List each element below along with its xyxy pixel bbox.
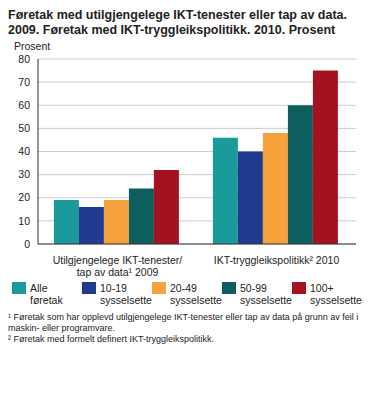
html-text:50-99 sysselsette: 50-99 sysselsette <box>240 282 292 306</box>
svg-text:IKT-tryggleikspolitikk² 2010: IKT-tryggleikspolitikk² 2010 <box>214 254 340 266</box>
html-text:Alle føretak: Alle føretak <box>30 282 63 306</box>
svg-text:70: 70 <box>18 76 30 88</box>
svg-text:30: 30 <box>18 168 30 180</box>
html-text:100+ sysselsette: 100+ sysselsette <box>310 282 362 306</box>
svg-text:10: 10 <box>18 215 30 227</box>
html-text:10-19 sysselsette: 10-19 sysselsette <box>100 282 152 306</box>
html-text:Føretak med utilgjengelege IKT: Føretak med utilgjengelege IKT-tenester … <box>8 8 347 37</box>
html-text:20-49 sysselsette: 20-49 sysselsette <box>170 282 222 306</box>
svg-text:Utilgjengelege IKT-tenester/ta: Utilgjengelege IKT-tenester/tap av data¹… <box>53 254 183 278</box>
svg-text:0: 0 <box>24 238 30 250</box>
svg-text:50: 50 <box>18 122 30 134</box>
svg-text:20: 20 <box>18 191 30 203</box>
html-text:Prosent: Prosent <box>14 40 51 52</box>
svg-text:40: 40 <box>18 145 30 157</box>
html-text:² Føretak med formelt definert: ² Føretak med formelt definert IKT-trygg… <box>8 334 215 344</box>
svg-text:80: 80 <box>18 53 30 65</box>
svg-text:60: 60 <box>18 99 30 111</box>
html-text:¹ Føretak som har opplevd util: ¹ Føretak som har opplevd utilgjengelege… <box>8 312 359 333</box>
